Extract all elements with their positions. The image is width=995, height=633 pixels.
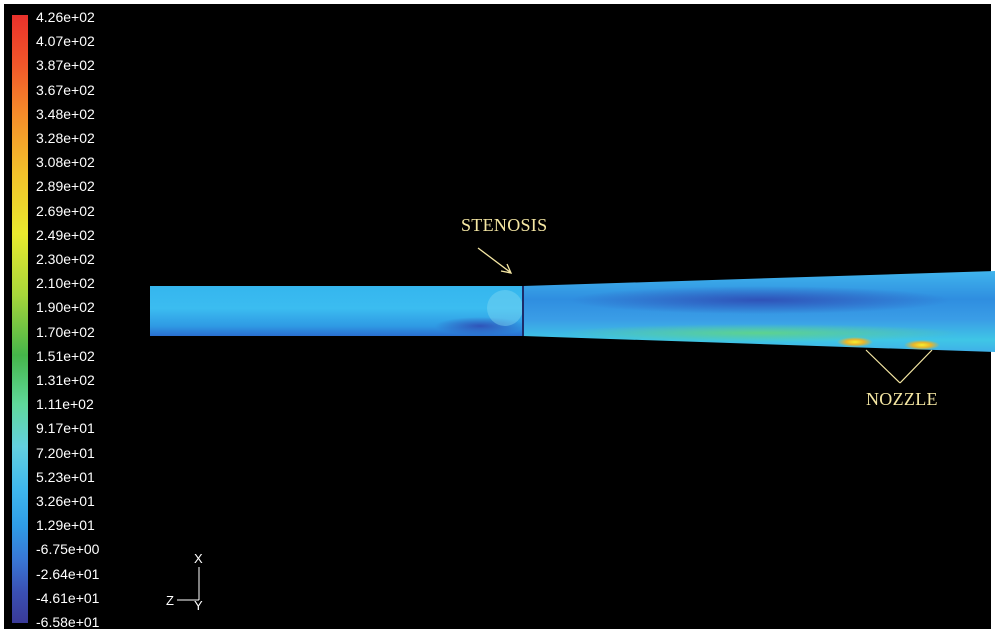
colorbar-tick-label: -2.64e+01 xyxy=(36,565,100,582)
recirculation-zone xyxy=(435,317,525,335)
colorbar-tick-label: 4.26e+02 xyxy=(36,9,95,25)
outlet-core xyxy=(570,286,950,314)
wall-jet xyxy=(560,324,960,342)
colorbar-tick-label: 2.30e+02 xyxy=(36,251,95,267)
colorbar-tick-label: -6.75e+00 xyxy=(36,541,100,558)
colorbar-tick-label: 7.20e+01 xyxy=(36,444,95,461)
nozzle-leader-lines xyxy=(865,349,933,384)
colorbar-tick-label: 2.89e+02 xyxy=(36,178,95,195)
nozzle-label: NOZZLE xyxy=(866,389,938,409)
colorbar-tick-label: 3.67e+02 xyxy=(36,81,95,98)
throat-highlight xyxy=(487,290,523,326)
colorbar-tick-label: 9.17e+01 xyxy=(36,420,95,437)
colorbar-tick-label: 3.28e+02 xyxy=(36,130,95,146)
colorbar-tick-label: 4.07e+02 xyxy=(36,33,95,50)
colorbar xyxy=(12,15,28,623)
colorbar-tick-label: 2.10e+02 xyxy=(36,275,95,292)
colorbar-tick-label: -4.61e+01 xyxy=(36,589,100,606)
colorbar-tick-label: 1.11e+02 xyxy=(36,396,94,413)
colorbar-tick-label: 3.48e+02 xyxy=(36,105,95,122)
colorbar-tick-label: 1.29e+01 xyxy=(36,517,95,534)
axis-triad xyxy=(177,567,200,601)
axis-y-label: Y xyxy=(194,598,203,613)
colorbar-tick-label: 1.90e+02 xyxy=(36,299,95,316)
stenosis-label: STENOSIS xyxy=(461,215,548,235)
stenosis-arrow xyxy=(477,247,513,274)
colorbar-tick-label: 1.51e+02 xyxy=(36,347,95,364)
axis-z-label: Z xyxy=(166,593,174,608)
nozzle-jet-1 xyxy=(837,337,873,347)
colorbar-tick-label: 2.49e+02 xyxy=(36,226,95,243)
colorbar-tick-label: 3.08e+02 xyxy=(36,154,95,171)
colorbar-tick-label: 5.23e+01 xyxy=(36,468,95,485)
colorbar-tick-label: 3.26e+01 xyxy=(36,493,95,509)
colorbar-tick-label: -6.58e+01 xyxy=(36,614,100,630)
colorbar-tick-label: 2.69e+02 xyxy=(36,202,95,219)
colorbar-tick-label: 1.70e+02 xyxy=(36,323,95,340)
nozzle-jet-2 xyxy=(904,340,940,350)
axis-x-label: X xyxy=(194,551,203,566)
colorbar-tick-label: 3.87e+02 xyxy=(36,57,95,74)
colorbar-tick-label: 1.31e+02 xyxy=(36,372,95,388)
